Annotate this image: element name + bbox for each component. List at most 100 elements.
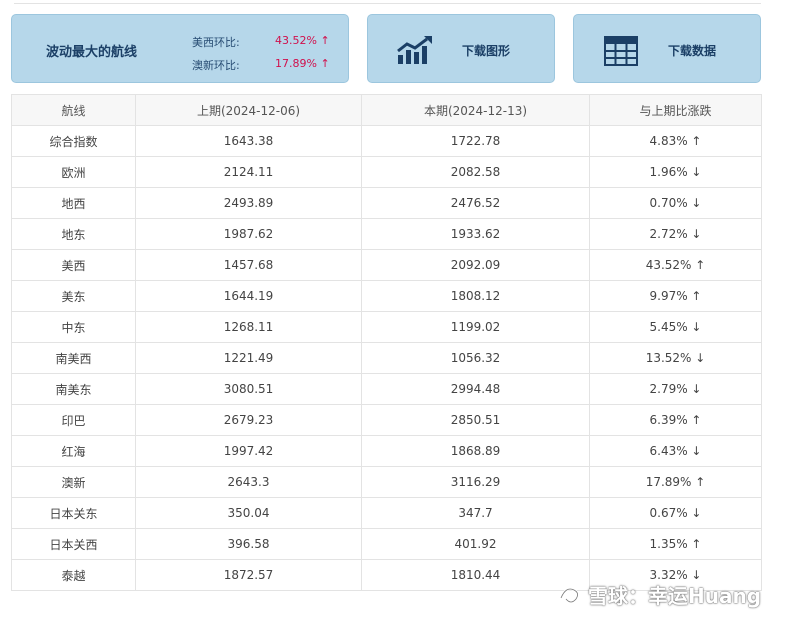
route-cell: 日本关东 xyxy=(11,497,136,529)
route-cell: 南美西 xyxy=(11,342,136,374)
current-value-cell: 2092.09 xyxy=(361,249,590,281)
previous-value-cell: 1644.19 xyxy=(135,280,362,312)
previous-value-cell: 396.58 xyxy=(135,528,362,560)
summary-item-uswest: 美西环比: 43.52% ↑ xyxy=(192,34,330,50)
current-value-cell: 1199.02 xyxy=(361,311,590,343)
watermark: 雪球：幸运Huang xyxy=(558,580,761,611)
column-header-change: 与上期比涨跌 xyxy=(589,94,762,126)
current-value-cell: 2476.52 xyxy=(361,187,590,219)
table-row: 南美东 3080.51 2994.48 2.79% ↓ xyxy=(11,373,762,405)
watermark-text: 雪球：幸运Huang xyxy=(588,584,762,608)
table-body: 综合指数 1643.38 1722.78 4.83% ↑ 欧洲 2124.11 2082.5… xyxy=(11,125,762,591)
change-cell: 4.83% ↑ xyxy=(589,125,762,157)
previous-value-cell: 1987.62 xyxy=(135,218,362,250)
current-value-cell: 1056.32 xyxy=(361,342,590,374)
table-row: 澳新 2643.3 3116.29 17.89% ↑ xyxy=(11,466,762,498)
previous-value-cell: 2643.3 xyxy=(135,466,362,498)
summary-item-value: 43.52% ↑ xyxy=(275,34,330,47)
table-row: 综合指数 1643.38 1722.78 4.83% ↑ xyxy=(11,125,762,157)
current-value-cell: 2850.51 xyxy=(361,404,590,436)
chart-trend-icon xyxy=(396,35,436,69)
download-chart-button[interactable]: 下载图形 xyxy=(367,14,555,83)
route-cell: 红海 xyxy=(11,435,136,467)
current-value-cell: 401.92 xyxy=(361,528,590,560)
previous-value-cell: 1872.57 xyxy=(135,559,362,591)
route-index-table: 航线 上期(2024-12-06) 本期(2024-12-13) 与上期比涨跌 … xyxy=(11,94,762,591)
change-cell: 9.97% ↑ xyxy=(589,280,762,312)
table-row: 印巴 2679.23 2850.51 6.39% ↑ xyxy=(11,404,762,436)
route-cell: 欧洲 xyxy=(11,156,136,188)
previous-value-cell: 1997.42 xyxy=(135,435,362,467)
route-cell: 澳新 xyxy=(11,466,136,498)
current-value-cell: 1810.44 xyxy=(361,559,590,591)
route-cell: 日本关西 xyxy=(11,528,136,560)
route-cell: 地东 xyxy=(11,218,136,250)
change-cell: 0.70% ↓ xyxy=(589,187,762,219)
change-cell: 2.72% ↓ xyxy=(589,218,762,250)
route-cell: 中东 xyxy=(11,311,136,343)
change-cell: 5.45% ↓ xyxy=(589,311,762,343)
change-cell: 1.35% ↑ xyxy=(589,528,762,560)
table-row: 中东 1268.11 1199.02 5.45% ↓ xyxy=(11,311,762,343)
summary-title: 波动最大的航线 xyxy=(46,45,138,60)
route-cell: 印巴 xyxy=(11,404,136,436)
current-value-cell: 2082.58 xyxy=(361,156,590,188)
column-header-previous: 上期(2024-12-06) xyxy=(135,94,362,126)
change-cell: 6.43% ↓ xyxy=(589,435,762,467)
table-row: 美西 1457.68 2092.09 43.52% ↑ xyxy=(11,249,762,281)
route-cell: 南美东 xyxy=(11,373,136,405)
previous-value-cell: 2679.23 xyxy=(135,404,362,436)
previous-value-cell: 2124.11 xyxy=(135,156,362,188)
previous-value-cell: 2493.89 xyxy=(135,187,362,219)
column-header-current: 本期(2024-12-13) xyxy=(361,94,590,126)
change-cell: 13.52% ↓ xyxy=(589,342,762,374)
change-cell: 17.89% ↑ xyxy=(589,466,762,498)
route-cell: 综合指数 xyxy=(11,125,136,157)
table-row: 美东 1644.19 1808.12 9.97% ↑ xyxy=(11,280,762,312)
current-value-cell: 2994.48 xyxy=(361,373,590,405)
summary-item-anz: 澳新环比: 17.89% ↑ xyxy=(192,57,330,73)
table-grid-icon xyxy=(604,36,638,70)
current-value-cell: 3116.29 xyxy=(361,466,590,498)
current-value-cell: 1808.12 xyxy=(361,280,590,312)
table-row: 红海 1997.42 1868.89 6.43% ↓ xyxy=(11,435,762,467)
table-row: 欧洲 2124.11 2082.58 1.96% ↓ xyxy=(11,156,762,188)
route-cell: 泰越 xyxy=(11,559,136,591)
table-row: 南美西 1221.49 1056.32 13.52% ↓ xyxy=(11,342,762,374)
summary-item-label: 美西环比: xyxy=(192,36,240,49)
current-value-cell: 1933.62 xyxy=(361,218,590,250)
change-cell: 1.96% ↓ xyxy=(589,156,762,188)
summary-item-value: 17.89% ↑ xyxy=(275,57,330,70)
top-divider xyxy=(14,0,761,4)
route-cell: 地西 xyxy=(11,187,136,219)
column-header-route: 航线 xyxy=(11,94,136,126)
table-row: 地东 1987.62 1933.62 2.72% ↓ xyxy=(11,218,762,250)
change-cell: 0.67% ↓ xyxy=(589,497,762,529)
table-row: 地西 2493.89 2476.52 0.70% ↓ xyxy=(11,187,762,219)
change-cell: 6.39% ↑ xyxy=(589,404,762,436)
table-header-row: 航线 上期(2024-12-06) 本期(2024-12-13) 与上期比涨跌 xyxy=(11,94,762,126)
current-value-cell: 1722.78 xyxy=(361,125,590,157)
route-cell: 美东 xyxy=(11,280,136,312)
change-cell: 3.32% ↓ xyxy=(589,559,762,591)
current-value-cell: 347.7 xyxy=(361,497,590,529)
download-data-label: 下载数据 xyxy=(668,44,717,58)
table-row: 日本关东 350.04 347.7 0.67% ↓ xyxy=(11,497,762,529)
volatility-summary-card: 波动最大的航线 美西环比: 43.52% ↑ 澳新环比: 17.89% ↑ xyxy=(11,14,349,83)
table-row: 日本关西 396.58 401.92 1.35% ↑ xyxy=(11,528,762,560)
table-row: 泰越 1872.57 1810.44 3.32% ↓ xyxy=(11,559,762,591)
previous-value-cell: 1221.49 xyxy=(135,342,362,374)
change-cell: 2.79% ↓ xyxy=(589,373,762,405)
download-chart-label: 下载图形 xyxy=(462,44,511,58)
current-value-cell: 1868.89 xyxy=(361,435,590,467)
summary-item-label: 澳新环比: xyxy=(192,59,240,72)
download-data-button[interactable]: 下载数据 xyxy=(573,14,761,83)
previous-value-cell: 1643.38 xyxy=(135,125,362,157)
route-cell: 美西 xyxy=(11,249,136,281)
change-cell: 43.52% ↑ xyxy=(589,249,762,281)
previous-value-cell: 1457.68 xyxy=(135,249,362,281)
previous-value-cell: 1268.11 xyxy=(135,311,362,343)
previous-value-cell: 350.04 xyxy=(135,497,362,529)
snowball-logo-icon xyxy=(558,584,584,611)
previous-value-cell: 3080.51 xyxy=(135,373,362,405)
